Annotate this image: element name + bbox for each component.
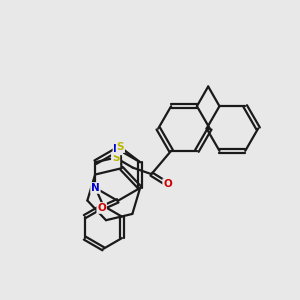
- Text: O: O: [163, 179, 172, 189]
- Text: O: O: [97, 203, 106, 213]
- Text: N: N: [91, 183, 100, 193]
- Text: N: N: [113, 144, 122, 154]
- Text: S: S: [117, 142, 124, 152]
- Text: S: S: [112, 153, 119, 163]
